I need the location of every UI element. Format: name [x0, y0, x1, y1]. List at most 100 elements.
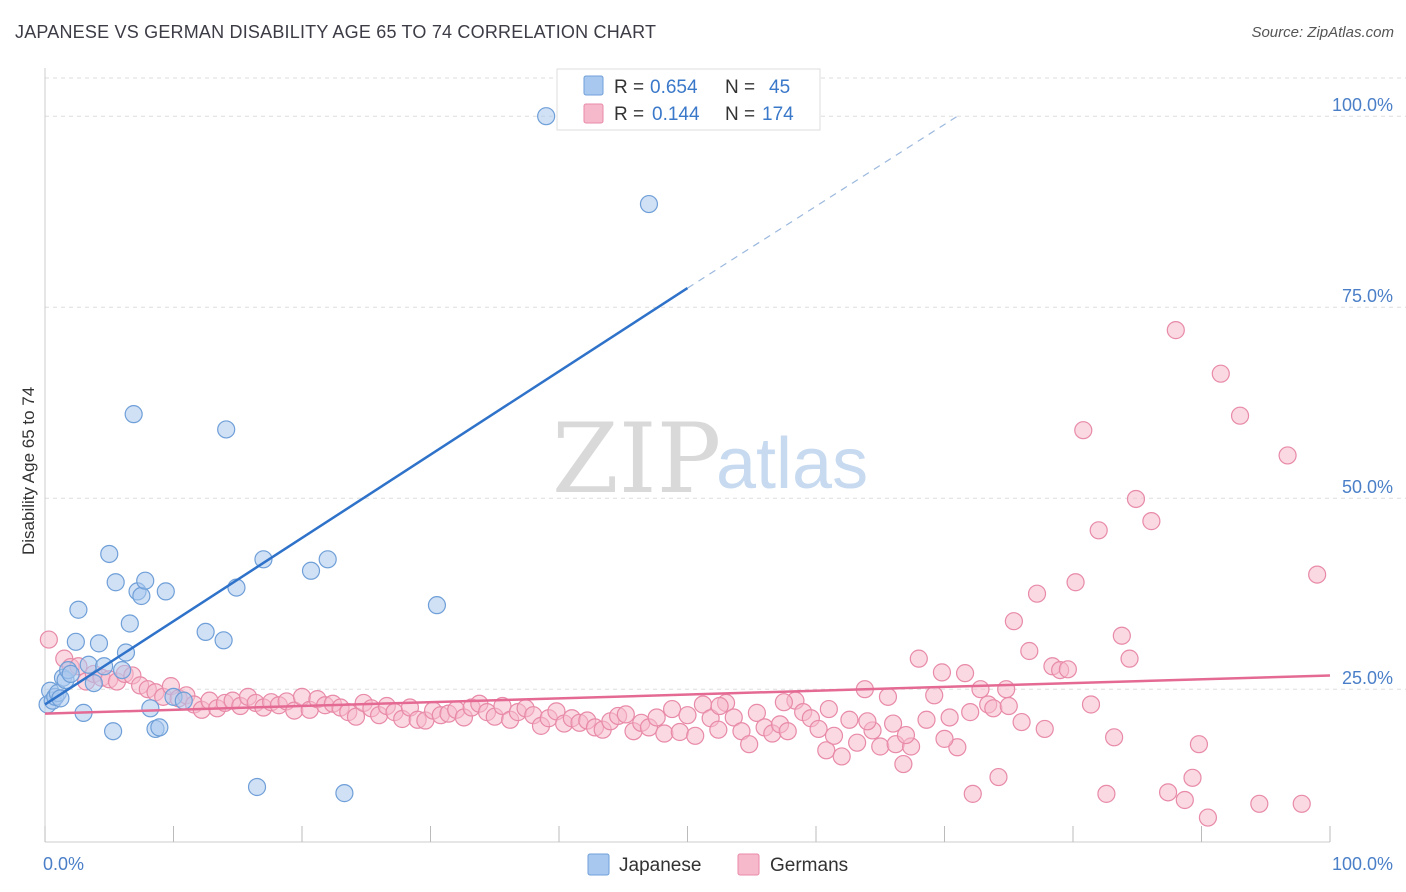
germans-point — [1126, 489, 1146, 509]
germans-point — [961, 703, 980, 722]
germans-point — [1012, 712, 1031, 732]
germans-point — [999, 696, 1018, 716]
germans-point — [1198, 808, 1218, 827]
germans-point — [878, 687, 898, 706]
germans-point — [917, 710, 936, 729]
germans-point — [1097, 784, 1116, 803]
y-tick-label: 50.0% — [1342, 477, 1393, 497]
germans-point — [817, 741, 836, 760]
germans-point — [1020, 641, 1039, 661]
germans-point — [1230, 406, 1250, 425]
germans-point — [655, 724, 674, 743]
legend-r-label-germans: R = — [614, 104, 644, 125]
watermark: ZIP atlas — [552, 403, 868, 515]
japanese-point — [217, 420, 236, 439]
germans-point — [1308, 565, 1327, 584]
japanese-point — [51, 689, 70, 708]
japanese-point — [69, 600, 88, 619]
y-tick-label: 25.0% — [1342, 668, 1393, 688]
trend-lines — [44, 115, 1331, 715]
source-label: Source: ZipAtlas.com — [1251, 24, 1394, 41]
germans-point — [989, 767, 1008, 787]
japanese-point — [150, 718, 169, 737]
germans-point — [948, 738, 967, 757]
japanese-point — [112, 660, 132, 680]
japanese-point — [301, 561, 321, 580]
japanese-point — [156, 582, 175, 601]
germans-point — [1058, 660, 1077, 679]
legend-n-value-germans: 174 — [762, 104, 794, 125]
germans-point — [1089, 521, 1108, 540]
x-tick-label: 100.0% — [1332, 854, 1393, 874]
tick-labels: 25.0% 50.0% 75.0% 100.0% 0.0% 100.0% — [43, 95, 1393, 874]
japanese-point — [136, 571, 155, 590]
japanese-point — [84, 673, 103, 693]
legend-bottom: Japanese Germans — [587, 853, 848, 876]
germans-point — [1211, 364, 1230, 383]
germans-point — [997, 680, 1016, 699]
germans-point — [1081, 695, 1101, 714]
legend-swatch-germans — [583, 103, 604, 124]
germans-point — [925, 686, 944, 705]
germans-point — [710, 696, 729, 716]
germans-point — [858, 712, 877, 731]
japanese-point — [66, 632, 85, 651]
germans-point — [740, 735, 759, 754]
germans-point — [909, 649, 928, 668]
chart-title: JAPANESE VS GERMAN DISABILITY AGE 65 TO … — [15, 22, 657, 42]
germans-point — [883, 714, 903, 733]
germans-point — [848, 733, 867, 752]
germans-point — [1183, 768, 1202, 787]
watermark-atlas: atlas — [716, 424, 868, 504]
japanese-trend-extension — [687, 115, 958, 289]
japanese-point — [174, 691, 193, 710]
germans-point — [774, 693, 793, 712]
watermark-zip: ZIP — [552, 403, 721, 515]
legend-n-value-japanese: 45 — [769, 77, 790, 98]
germans-point — [1066, 573, 1085, 592]
germans-point — [1166, 321, 1185, 340]
germans-point — [678, 706, 697, 725]
germans-point — [935, 729, 954, 748]
germans-point — [1035, 719, 1054, 739]
grid-lines — [45, 77, 1406, 690]
germans-point — [724, 708, 743, 727]
japanese-point — [124, 405, 143, 424]
legend-n-label-japanese: N = — [725, 77, 755, 98]
legend-bottom-label-japanese: Japanese — [619, 855, 701, 876]
legend-n-label-germans: N = — [725, 104, 755, 125]
x-tick-label: 0.0% — [43, 854, 84, 874]
japanese-point — [104, 722, 123, 741]
germans-points — [39, 321, 1327, 827]
y-axis-label: Disability Age 65 to 74 — [19, 387, 38, 555]
germans-point — [984, 699, 1003, 718]
germans-point — [1175, 790, 1194, 810]
japanese-point — [318, 550, 337, 569]
germans-point — [871, 737, 890, 756]
y-tick-label: 75.0% — [1342, 286, 1393, 306]
germans-point — [809, 719, 828, 739]
germans-point — [819, 699, 838, 719]
japanese-point — [196, 622, 215, 642]
germans-point — [1027, 584, 1047, 603]
japanese-point — [639, 194, 659, 214]
japanese-point — [89, 634, 109, 653]
germans-point — [1105, 728, 1124, 747]
japanese-point — [214, 631, 233, 650]
germans-point — [832, 747, 851, 766]
germans-point — [616, 705, 635, 724]
japanese-point — [100, 544, 119, 564]
germans-point — [840, 710, 859, 729]
germans-point — [1250, 794, 1269, 813]
germans-point — [686, 726, 705, 745]
legend-bottom-label-germans: Germans — [770, 855, 848, 876]
japanese-point — [247, 777, 267, 797]
germans-point — [1158, 783, 1178, 802]
japanese-point — [79, 655, 98, 674]
japanese-point — [537, 107, 556, 126]
germans-point — [1004, 612, 1023, 631]
legend-r-label-japanese: R = — [614, 77, 644, 98]
germans-point — [932, 663, 952, 682]
legend-r-value-germans: 0.144 — [652, 104, 700, 125]
germans-point — [747, 703, 766, 722]
